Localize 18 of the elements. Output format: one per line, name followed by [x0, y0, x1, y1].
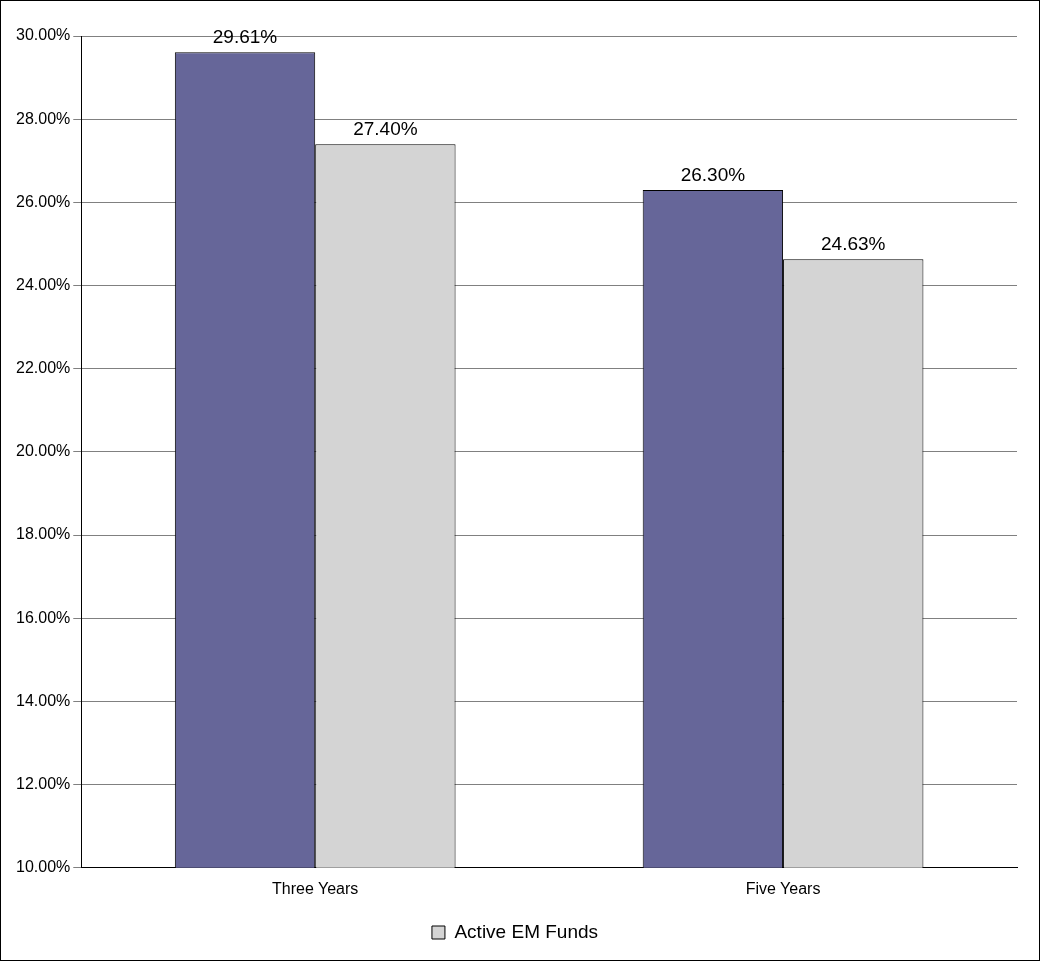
y-tick-label: 22.00% [16, 359, 71, 377]
y-tick-label: 16.00% [16, 608, 71, 626]
y-tick-label: 12.00% [16, 775, 71, 793]
y-tick-label: 18.00% [16, 525, 71, 543]
y-tick-label: 28.00% [16, 109, 71, 127]
y-tick-label: 10.00% [16, 858, 71, 876]
y-tick-label: 24.00% [16, 275, 71, 293]
y-tick-label: 30.00% [16, 26, 71, 44]
y-tick-label: 14.00% [16, 691, 71, 709]
data-label: 27.40% [353, 117, 418, 139]
data-label: 29.61% [212, 25, 278, 47]
x-tick-label: Five Years [745, 879, 821, 897]
y-tick-label: 20.00% [16, 442, 71, 460]
data-label: 24.63% [821, 233, 886, 255]
data-label: 26.30% [680, 163, 746, 185]
legend-label: Active EM Funds [454, 920, 599, 942]
x-tick-label: Three Years [272, 879, 359, 897]
y-tick-label: 26.00% [16, 192, 71, 210]
